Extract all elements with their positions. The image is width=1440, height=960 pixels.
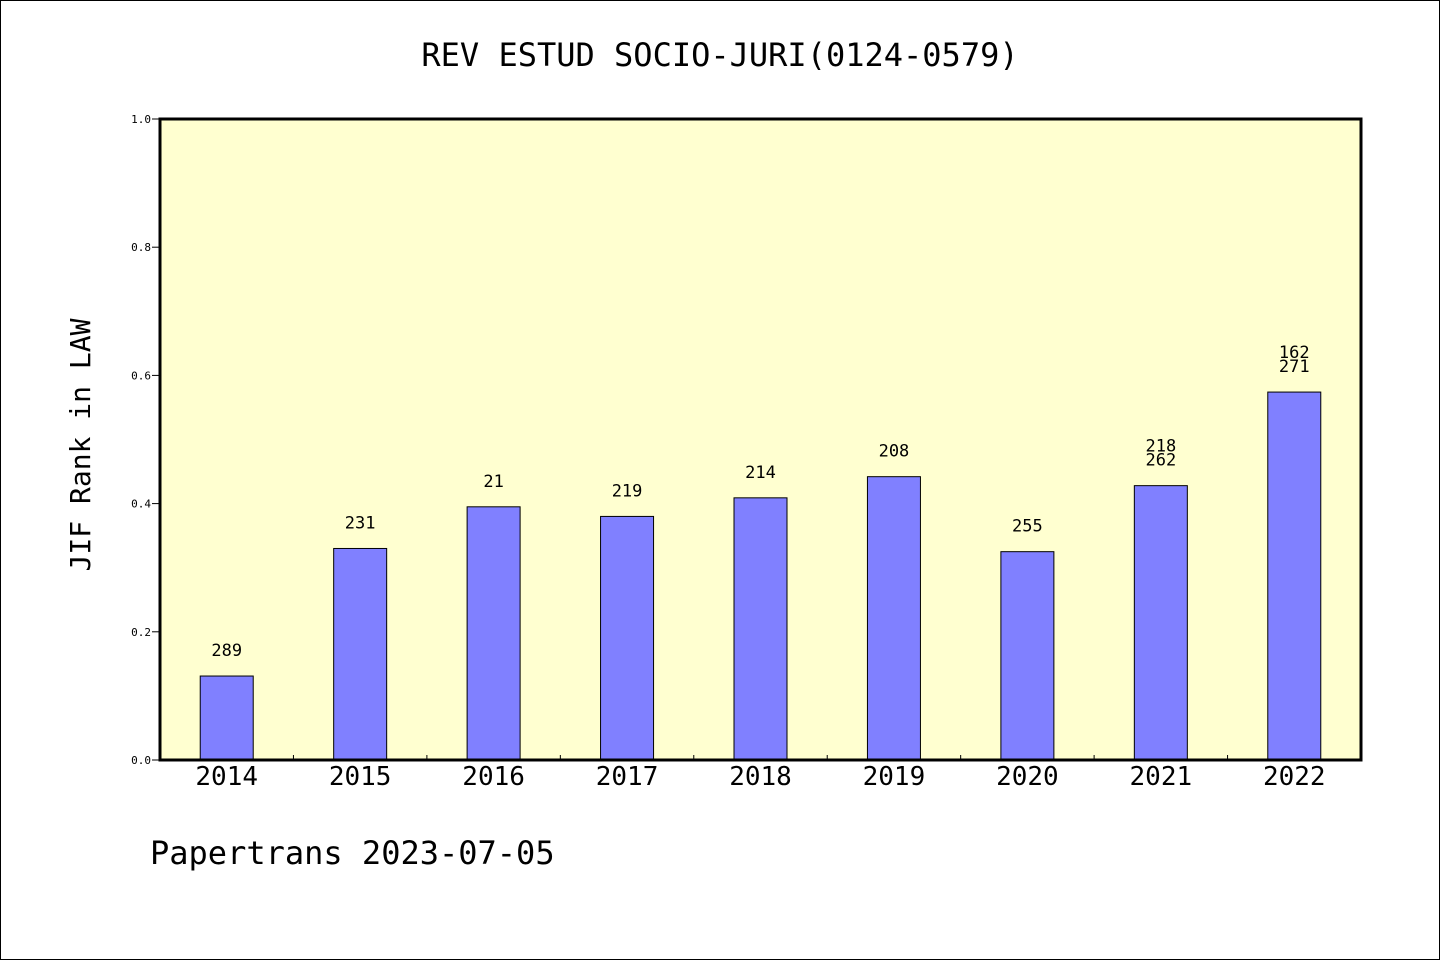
x-tick-label: 2014 [195,762,258,792]
bar-2021 [1133,485,1188,761]
bar-data-label: 218 [1145,437,1176,457]
plot-border [158,117,1363,762]
x-tick-label: 2015 [329,762,392,792]
x-tick-label: 2021 [1130,762,1193,792]
bar-data-label: 262 [1145,451,1176,471]
bar-2015 [333,547,388,761]
y-tick-label: 0.6 [131,369,151,382]
y-tick-label: 0.0 [131,754,151,767]
x-tick-label: 2017 [596,762,659,792]
y-tick-label: 0.4 [131,498,151,511]
y-tick-label: 0.8 [131,241,151,254]
y-axis-label: JIF Rank in LAW [64,318,97,571]
x-tick-label: 2020 [996,762,1059,792]
bars [199,391,1322,761]
y-tick-label: 0.2 [131,626,151,639]
chart-title: REV ESTUD SOCIO-JURI(0124-0579) [421,36,1018,74]
bar-data-label: 255 [1012,517,1043,537]
bar-2022 [1267,391,1322,761]
bar-2016 [466,506,521,761]
x-tick-label: 2022 [1263,762,1326,792]
bar-data-label: 208 [879,442,910,462]
bar-data-label: 271 [1279,357,1310,377]
bar-2018 [733,497,788,761]
bar-data-label: 231 [345,513,376,533]
y-axis: 0.0 0.2 0.4 0.6 0.8 1.0 [131,113,160,767]
x-tick-label: 2019 [863,762,926,792]
bar-2020 [1000,551,1055,761]
x-tick-label: 2016 [462,762,525,792]
x-tick-label: 2018 [729,762,792,792]
bar-2019 [866,476,921,761]
y-tick-label: 1.0 [131,113,151,126]
x-axis: 2014 2015 2016 2017 2018 2019 2020 2021 2022 [195,755,1326,792]
bar-data-label: 214 [745,463,776,483]
bar-data-label: 162 [1279,343,1310,363]
bar-2017 [600,515,655,761]
footer-credit: Papertrans 2023-07-05 [150,834,555,872]
bar-2014 [199,675,254,761]
bar-data-label: 219 [612,481,643,501]
bar-data-label: 289 [211,641,242,661]
bar-data-label: 21 [483,472,503,492]
